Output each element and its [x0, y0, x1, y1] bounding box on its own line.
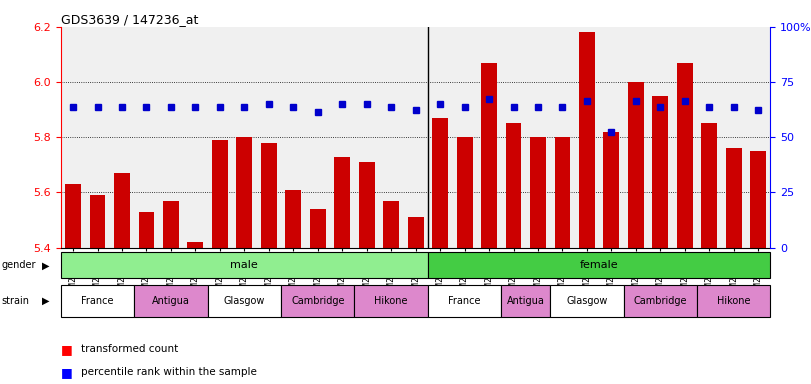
- Bar: [677, 63, 693, 248]
- Text: percentile rank within the sample: percentile rank within the sample: [81, 367, 257, 377]
- Text: France: France: [81, 296, 114, 306]
- Bar: [726, 148, 742, 248]
- Bar: [457, 137, 473, 248]
- Bar: [428, 285, 501, 317]
- Bar: [555, 137, 570, 248]
- Bar: [261, 143, 277, 248]
- Text: Hikone: Hikone: [375, 296, 408, 306]
- Text: ■: ■: [61, 366, 72, 379]
- Bar: [697, 285, 770, 317]
- Bar: [114, 173, 130, 248]
- Bar: [550, 285, 624, 317]
- Text: Antigua: Antigua: [152, 296, 190, 306]
- Bar: [702, 124, 717, 248]
- Bar: [187, 242, 204, 248]
- Bar: [285, 190, 301, 248]
- Text: ■: ■: [61, 343, 72, 356]
- Text: Glasgow: Glasgow: [224, 296, 265, 306]
- Text: Cambridge: Cambridge: [633, 296, 687, 306]
- Bar: [481, 63, 497, 248]
- Bar: [384, 201, 399, 248]
- Text: strain: strain: [2, 296, 30, 306]
- Text: Cambridge: Cambridge: [291, 296, 345, 306]
- Bar: [603, 132, 620, 248]
- Bar: [139, 212, 154, 248]
- Text: GDS3639 / 147236_at: GDS3639 / 147236_at: [61, 13, 198, 26]
- Bar: [65, 184, 81, 248]
- Bar: [334, 157, 350, 248]
- Bar: [501, 285, 550, 317]
- Bar: [358, 162, 375, 248]
- Text: ▶: ▶: [42, 260, 49, 270]
- Bar: [310, 209, 326, 248]
- Text: transformed count: transformed count: [81, 344, 178, 354]
- Text: Glasgow: Glasgow: [566, 296, 607, 306]
- Bar: [354, 285, 428, 317]
- Bar: [281, 285, 354, 317]
- Bar: [428, 252, 770, 278]
- Text: ▶: ▶: [42, 296, 49, 306]
- Bar: [236, 137, 252, 248]
- Bar: [208, 285, 281, 317]
- Bar: [530, 137, 546, 248]
- Text: Antigua: Antigua: [507, 296, 545, 306]
- Bar: [579, 32, 595, 248]
- Bar: [135, 285, 208, 317]
- Text: male: male: [230, 260, 258, 270]
- Bar: [163, 201, 179, 248]
- Bar: [61, 252, 428, 278]
- Bar: [505, 124, 521, 248]
- Bar: [408, 217, 423, 248]
- Bar: [750, 151, 766, 248]
- Bar: [89, 195, 105, 248]
- Bar: [432, 118, 448, 248]
- Bar: [61, 285, 135, 317]
- Bar: [624, 285, 697, 317]
- Bar: [652, 96, 668, 248]
- Text: France: France: [448, 296, 481, 306]
- Bar: [212, 140, 228, 248]
- Text: female: female: [580, 260, 619, 270]
- Text: Hikone: Hikone: [717, 296, 750, 306]
- Bar: [628, 82, 644, 248]
- Text: gender: gender: [2, 260, 36, 270]
